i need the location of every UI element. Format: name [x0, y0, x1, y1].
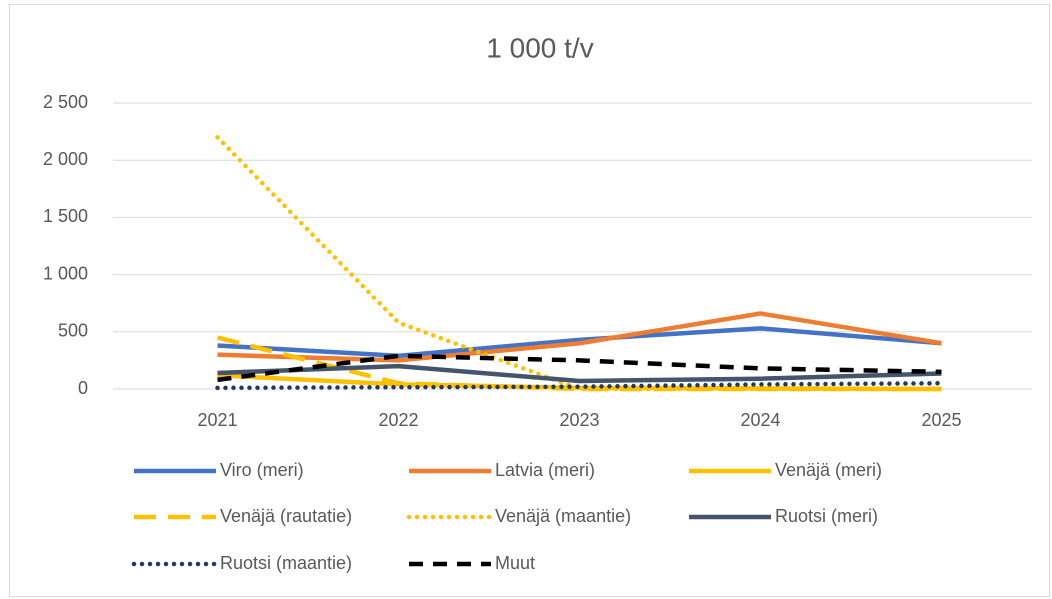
legend-label: Venäjä (maantie): [495, 506, 631, 526]
x-tick-label: 2021: [197, 410, 237, 430]
series-line: [217, 311, 942, 363]
y-tick-label: 2 500: [43, 92, 88, 112]
series-line: [217, 363, 942, 384]
y-tick-label: 2 000: [43, 149, 88, 169]
y-tick-label: 1 500: [43, 206, 88, 226]
x-tick-label: 2022: [378, 410, 418, 430]
y-tick-label: 500: [58, 321, 88, 341]
x-tick-label: 2025: [921, 410, 961, 430]
legend-label: Ruotsi (meri): [775, 506, 878, 526]
legend-label: Venäjä (rautatie): [220, 506, 352, 526]
series-line: [217, 373, 942, 392]
y-tick-label: 0: [78, 378, 88, 398]
y-tick-label: 1 000: [43, 263, 88, 283]
x-tick-label: 2023: [559, 410, 599, 430]
legend-label: Muut: [495, 553, 535, 573]
legend-label: Ruotsi (maantie): [220, 553, 352, 573]
series-line: [217, 326, 942, 359]
legend-label: Venäjä (meri): [775, 460, 882, 480]
legend-label: Viro (meri): [220, 460, 304, 480]
x-tick-label: 2024: [740, 410, 780, 430]
series-line: [217, 353, 942, 383]
legend-label: Latvia (meri): [495, 460, 595, 480]
series-line: [215, 381, 944, 391]
chart-title: 1 000 t/v: [486, 32, 593, 63]
